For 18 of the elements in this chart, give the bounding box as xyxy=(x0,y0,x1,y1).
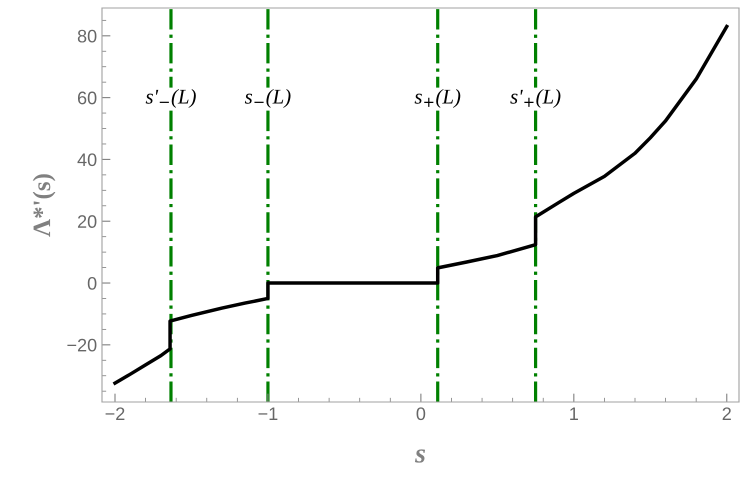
line-series xyxy=(113,24,728,385)
x-tick-label: 1 xyxy=(570,408,578,420)
y-tick-label: −20 xyxy=(67,338,96,352)
y-tick-label: 60 xyxy=(78,92,96,104)
ref-line-label: s'$_{+}$(L) xyxy=(510,89,560,108)
y-tick-label: 40 xyxy=(77,153,96,166)
x-axis-title: s xyxy=(414,449,426,463)
y-tick-label: 80 xyxy=(78,30,96,43)
x-tick-label: −2 xyxy=(106,407,124,420)
y-tick-label: 0 xyxy=(88,276,96,290)
x-tick-label: 2 xyxy=(722,407,731,420)
x-tick-label: −1 xyxy=(258,408,278,420)
x-tick-label: 0 xyxy=(416,407,426,420)
ref-line-label: s$_{+}$(L) xyxy=(414,89,460,108)
ref-line-label: s'$_{−}$(L) xyxy=(146,89,196,108)
y-axis-title: Λ*'(s) xyxy=(32,174,56,237)
ref-line-label: s$_{−}$(L) xyxy=(244,89,291,108)
y-tick-label: 20 xyxy=(78,215,96,228)
